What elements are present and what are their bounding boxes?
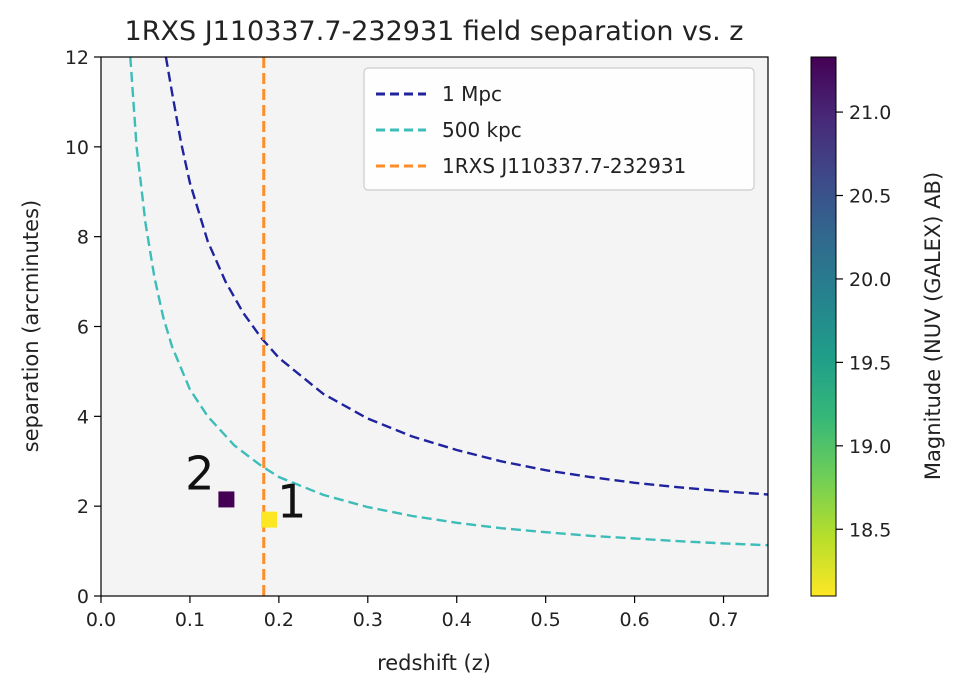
colorbar-tick-label: 19.0 [849, 436, 891, 458]
y-axis-label: separation (arcminutes) [19, 200, 43, 452]
data-point-1 [261, 511, 278, 528]
y-tick-label: 0 [77, 586, 89, 608]
y-tick-label: 6 [77, 317, 89, 339]
colorbar-tick-label: 21.0 [849, 102, 891, 124]
x-tick-label: 0.2 [264, 609, 294, 631]
series-line-1 [129, 57, 768, 547]
x-axis-label: redshift (z) [377, 651, 491, 675]
colorbar: 18.5 19.0 19.5 20.0 20.5 21.0 Magnitude (NUV … [810, 56, 945, 597]
point-annotation-2: 2 [185, 446, 214, 500]
point-annotation-1: 1 [277, 475, 306, 529]
colorbar-tick-label: 20.5 [849, 186, 891, 208]
colorbar-tick-label: 20.0 [849, 269, 891, 291]
legend: 1 Mpc 500 kpc 1RXS J110337.7-232931 [363, 67, 755, 191]
colorbar-label: Magnitude (NUV (GALEX) AB) [921, 172, 945, 480]
x-tick-label: 0.6 [619, 609, 649, 631]
colorbar-gradient [810, 56, 837, 597]
y-tick-label: 10 [65, 137, 89, 159]
x-tick-label: 0.1 [175, 609, 205, 631]
colorbar-tick-label: 19.5 [849, 352, 891, 374]
colorbar-tick-label: 18.5 [849, 519, 891, 541]
legend-label-0: 1 Mpc [442, 82, 502, 106]
legend-box [363, 67, 755, 191]
x-tick-label: 0.4 [442, 609, 472, 631]
chart-title: 1RXS J110337.7-232931 field separation v… [125, 16, 744, 47]
legend-label-1: 500 kpc [442, 118, 522, 142]
x-tick-label: 0.7 [708, 609, 738, 631]
x-tick-label: 0.0 [86, 609, 116, 631]
y-tick-label: 2 [77, 496, 89, 518]
data-point-2 [218, 491, 235, 508]
y-tick-label: 8 [77, 227, 89, 249]
series-line-0 [164, 57, 768, 496]
legend-label-2: 1RXS J110337.7-232931 [442, 154, 686, 178]
y-tick-label: 4 [77, 406, 89, 428]
x-tick-label: 0.5 [531, 609, 561, 631]
y-tick-label: 12 [65, 47, 89, 69]
x-tick-label: 0.3 [353, 609, 383, 631]
